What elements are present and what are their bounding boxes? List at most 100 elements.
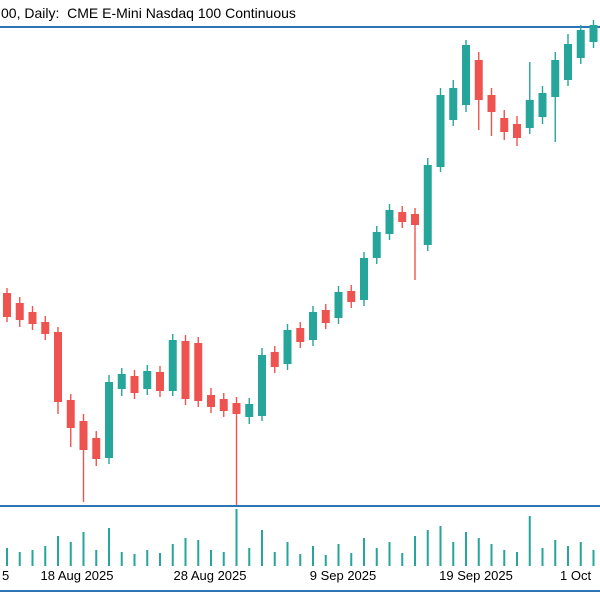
volume-bar (273, 552, 276, 566)
candle-down (500, 118, 509, 132)
candle-down (79, 421, 88, 450)
volume-bar (324, 555, 327, 566)
candle-down (194, 343, 203, 401)
candle-up (309, 312, 317, 340)
volume-bar (44, 546, 47, 566)
volume-bar (401, 553, 404, 566)
volume-bar (120, 552, 123, 566)
candle-down (219, 399, 228, 411)
volume-bar (337, 544, 340, 566)
candle-down (41, 322, 50, 334)
candle-up (360, 258, 368, 300)
volume-bar (490, 544, 493, 566)
x-axis-tick-label: 18 Aug 2025 (40, 568, 114, 583)
volume-bar (439, 526, 442, 566)
candle-up (372, 232, 381, 258)
candle-up (589, 25, 598, 42)
candle-down (66, 400, 75, 428)
candle-up (436, 95, 445, 167)
volume-bar (286, 542, 289, 566)
volume-bar (197, 540, 200, 566)
candle-down (474, 60, 483, 100)
volume-bar (299, 554, 302, 566)
volume-bar (375, 548, 378, 566)
volume-bar (95, 550, 98, 566)
candle-up (117, 374, 126, 389)
candle-down (54, 332, 62, 402)
candle-up (423, 165, 432, 245)
x-axis-tick-label: 1 Oct (560, 568, 592, 583)
volume-bar (554, 540, 557, 566)
volume-bar (235, 509, 238, 566)
candle-down (270, 352, 279, 367)
candle-up (564, 44, 572, 80)
volume-bar (465, 532, 467, 566)
candle-up (576, 30, 585, 58)
volume-bar (388, 542, 391, 566)
volume-bar (210, 550, 212, 566)
candle-down (15, 303, 24, 320)
volume-bar (222, 552, 225, 566)
x-axis-tick-label: 19 Sep 2025 (439, 568, 513, 583)
volume-bar (516, 552, 518, 566)
candle-down (3, 293, 11, 317)
candle-up (538, 93, 547, 117)
volume-bar (6, 548, 8, 566)
candle-up (449, 88, 458, 120)
candle-down (232, 403, 241, 414)
volume-bar (184, 538, 187, 566)
candle-down (347, 291, 356, 302)
candle-down (321, 310, 330, 323)
volume-bar (18, 552, 21, 566)
candle-up (283, 330, 292, 364)
volume-bar (503, 550, 506, 566)
x-axis-tick-label: 28 Aug 2025 (173, 568, 247, 583)
candle-down (207, 395, 215, 407)
candle-up (168, 340, 177, 391)
volume-bar (350, 553, 353, 566)
candle-down (513, 124, 521, 138)
volume-bar (426, 530, 429, 566)
candle-up (525, 100, 534, 128)
volume-bar (261, 530, 263, 566)
x-axis-tick-label: 9 Sep 2025 (309, 568, 377, 583)
volume-bar (541, 548, 544, 566)
volume-bar (108, 528, 110, 566)
volume-bar (159, 553, 161, 566)
x-axis-tick-label: 5 (2, 568, 10, 583)
volume-bar (414, 536, 416, 566)
candle-up (245, 404, 254, 417)
candle-down (28, 312, 37, 324)
volume-bar (477, 538, 480, 566)
candle-up (105, 382, 113, 458)
candle-up (258, 355, 266, 416)
volume-bar (579, 542, 582, 566)
volume-bar (592, 550, 595, 566)
volume-bar (82, 532, 85, 566)
volume-bar (69, 542, 72, 566)
volume-bar (363, 538, 365, 566)
candle-up (385, 210, 394, 234)
volume-bar (452, 542, 455, 566)
candle-down (398, 212, 407, 222)
volume-bar (57, 536, 59, 566)
volume-bar (171, 544, 174, 566)
candle-down (130, 376, 139, 393)
volume-bar (248, 548, 251, 566)
x-axis: 5 18 Aug 2025 28 Aug 2025 9 Sep 2025 19 … (0, 568, 600, 588)
volume-bar (31, 550, 34, 566)
candle-down (296, 328, 305, 342)
candle-up (551, 60, 560, 97)
chart-title: 00, Daily: CME E-Mini Nasdaq 100 Continu… (1, 5, 296, 21)
volume-bar (312, 546, 314, 566)
candle-down (92, 438, 101, 459)
volume-bar (146, 550, 149, 566)
candle-down (181, 341, 190, 399)
candle-down (411, 214, 419, 225)
candle-up (462, 45, 470, 105)
candle-up (143, 371, 152, 389)
candle-up (334, 292, 343, 318)
